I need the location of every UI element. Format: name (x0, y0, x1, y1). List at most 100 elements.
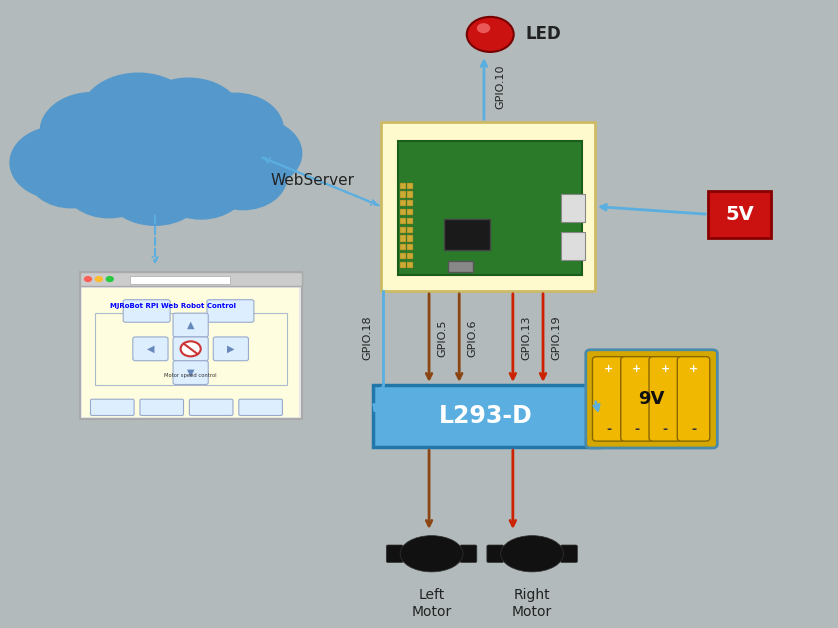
Circle shape (467, 17, 514, 52)
Bar (561, 194, 585, 222)
Bar (407, 209, 413, 215)
Text: GPIO.10: GPIO.10 (496, 65, 505, 109)
Bar (400, 183, 406, 189)
Text: GPIO.5: GPIO.5 (437, 319, 447, 357)
Circle shape (10, 126, 107, 199)
Ellipse shape (400, 536, 463, 572)
Text: -: - (606, 423, 611, 436)
Text: Motor speed control: Motor speed control (164, 372, 217, 377)
Bar (407, 253, 413, 259)
Bar (407, 200, 413, 207)
Text: ▼: ▼ (187, 367, 194, 377)
Bar (373, 385, 599, 447)
Circle shape (477, 23, 490, 33)
Text: GPIO.6: GPIO.6 (468, 319, 478, 357)
FancyBboxPatch shape (132, 337, 168, 360)
Bar (407, 192, 413, 198)
Circle shape (105, 150, 205, 225)
Text: ▶: ▶ (227, 344, 235, 354)
Text: +: + (660, 364, 670, 374)
Text: ▲: ▲ (187, 320, 194, 330)
FancyBboxPatch shape (561, 545, 577, 563)
Text: +: + (633, 364, 642, 374)
Circle shape (65, 106, 178, 191)
FancyBboxPatch shape (386, 545, 403, 563)
Bar (400, 218, 406, 224)
Text: GPIO.18: GPIO.18 (362, 316, 372, 360)
Bar (80, 272, 302, 286)
Bar (398, 141, 582, 275)
FancyBboxPatch shape (140, 399, 184, 416)
Circle shape (95, 276, 103, 282)
Bar (400, 192, 406, 198)
FancyBboxPatch shape (213, 337, 248, 360)
Circle shape (181, 342, 201, 356)
Bar (400, 261, 406, 268)
Text: LED: LED (525, 25, 561, 43)
Bar (407, 218, 413, 224)
Text: 9V: 9V (639, 390, 665, 408)
FancyBboxPatch shape (173, 360, 208, 384)
Bar (561, 232, 585, 259)
Text: Right
Motor: Right Motor (512, 588, 552, 619)
Circle shape (63, 149, 155, 218)
Circle shape (210, 119, 302, 188)
Bar (400, 209, 406, 215)
Text: Left
Motor: Left Motor (411, 588, 452, 619)
FancyBboxPatch shape (677, 357, 710, 441)
Ellipse shape (501, 536, 563, 572)
Bar (130, 276, 230, 284)
Text: 5V: 5V (725, 205, 754, 224)
Circle shape (184, 122, 277, 191)
Circle shape (28, 143, 115, 208)
Circle shape (155, 150, 247, 219)
Circle shape (132, 111, 246, 196)
FancyBboxPatch shape (586, 350, 717, 448)
FancyBboxPatch shape (592, 357, 625, 441)
Text: GPIO.13: GPIO.13 (521, 316, 531, 360)
Circle shape (186, 93, 283, 166)
Bar (407, 244, 413, 251)
Text: -: - (634, 423, 639, 436)
Text: ◀: ◀ (147, 344, 154, 354)
Circle shape (106, 276, 114, 282)
Text: L293-D: L293-D (439, 404, 533, 428)
Text: -: - (691, 423, 696, 436)
Bar (400, 227, 406, 233)
FancyBboxPatch shape (189, 399, 233, 416)
FancyBboxPatch shape (621, 357, 653, 441)
Bar (407, 183, 413, 189)
FancyBboxPatch shape (487, 545, 504, 563)
Bar (407, 236, 413, 242)
Circle shape (84, 276, 92, 282)
Bar (708, 191, 771, 238)
Bar (448, 261, 473, 272)
FancyBboxPatch shape (123, 300, 170, 322)
Circle shape (199, 144, 287, 210)
FancyBboxPatch shape (649, 357, 681, 441)
FancyBboxPatch shape (173, 313, 208, 337)
Text: +: + (689, 364, 698, 374)
Bar (407, 261, 413, 268)
Circle shape (134, 78, 243, 160)
Bar (444, 219, 490, 251)
Text: WebServer: WebServer (270, 173, 354, 188)
FancyBboxPatch shape (80, 272, 302, 420)
Bar (400, 244, 406, 251)
FancyBboxPatch shape (207, 300, 254, 322)
Text: GPIO.19: GPIO.19 (551, 316, 561, 360)
Circle shape (40, 92, 144, 170)
Text: +: + (604, 364, 613, 374)
Bar (400, 236, 406, 242)
FancyBboxPatch shape (173, 337, 208, 360)
FancyBboxPatch shape (239, 399, 282, 416)
Bar (407, 227, 413, 233)
Bar (95, 313, 287, 385)
Bar (381, 122, 595, 291)
Circle shape (80, 73, 197, 161)
Bar (400, 200, 406, 207)
Text: -: - (663, 423, 668, 436)
Bar (82, 288, 299, 418)
Text: MJRoBot RPi Web Robot Control: MJRoBot RPi Web Robot Control (110, 303, 235, 310)
FancyBboxPatch shape (91, 399, 134, 416)
